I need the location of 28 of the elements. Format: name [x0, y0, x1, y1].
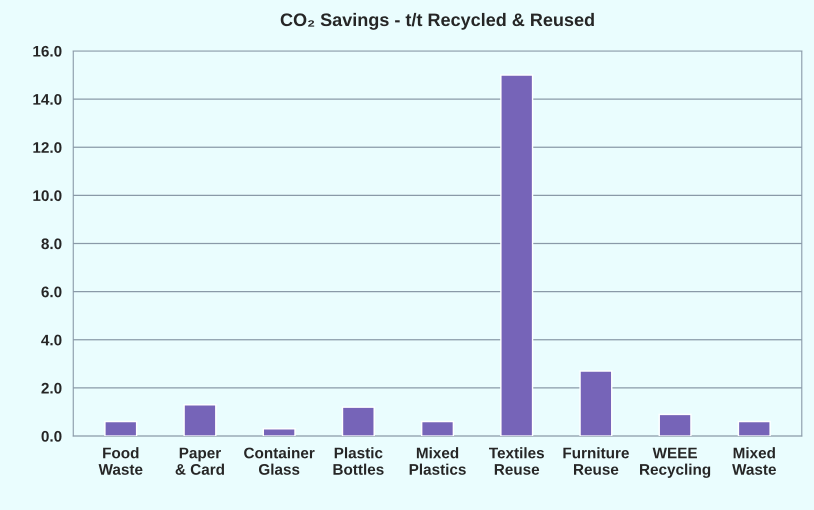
bar [658, 414, 692, 436]
y-tick-label: 16.0 [33, 46, 62, 57]
bar [420, 420, 454, 436]
x-tick-label: Container Glass [244, 447, 315, 475]
x-tick-label: Paper & Card [176, 448, 224, 475]
bar [342, 406, 375, 436]
bar [738, 420, 771, 436]
x-tick-label: Mixed Plastics [410, 447, 466, 475]
chart-title: CO₂ Savings - t/t Recycled & Reused [280, 12, 594, 30]
y-tick-label: 0.0 [42, 430, 62, 442]
y-tick-label: 6.0 [41, 286, 62, 298]
x-tick-label: WEEE Recycling [640, 448, 710, 478]
y-tick-label: 14.0 [33, 94, 62, 105]
y-tick-label: 2.0 [41, 382, 62, 394]
y-tick-label: 10.0 [33, 190, 62, 202]
y-tick-label: 8.0 [41, 238, 62, 250]
y-tick-label: 4.0 [41, 334, 62, 346]
bar [262, 428, 296, 436]
bar [183, 404, 216, 436]
x-tick-label: Food Waste [98, 447, 142, 475]
x-tick-label: Mixed Waste [732, 447, 776, 475]
x-tick-label: Furniture Reuse [563, 447, 629, 475]
x-tick-label: Plastic Bottles [333, 447, 384, 475]
bar [500, 74, 534, 436]
bar [579, 370, 612, 436]
bar [104, 420, 138, 436]
y-tick-label: 12.0 [33, 142, 62, 153]
x-tick-label: Textiles Reuse [489, 447, 544, 475]
